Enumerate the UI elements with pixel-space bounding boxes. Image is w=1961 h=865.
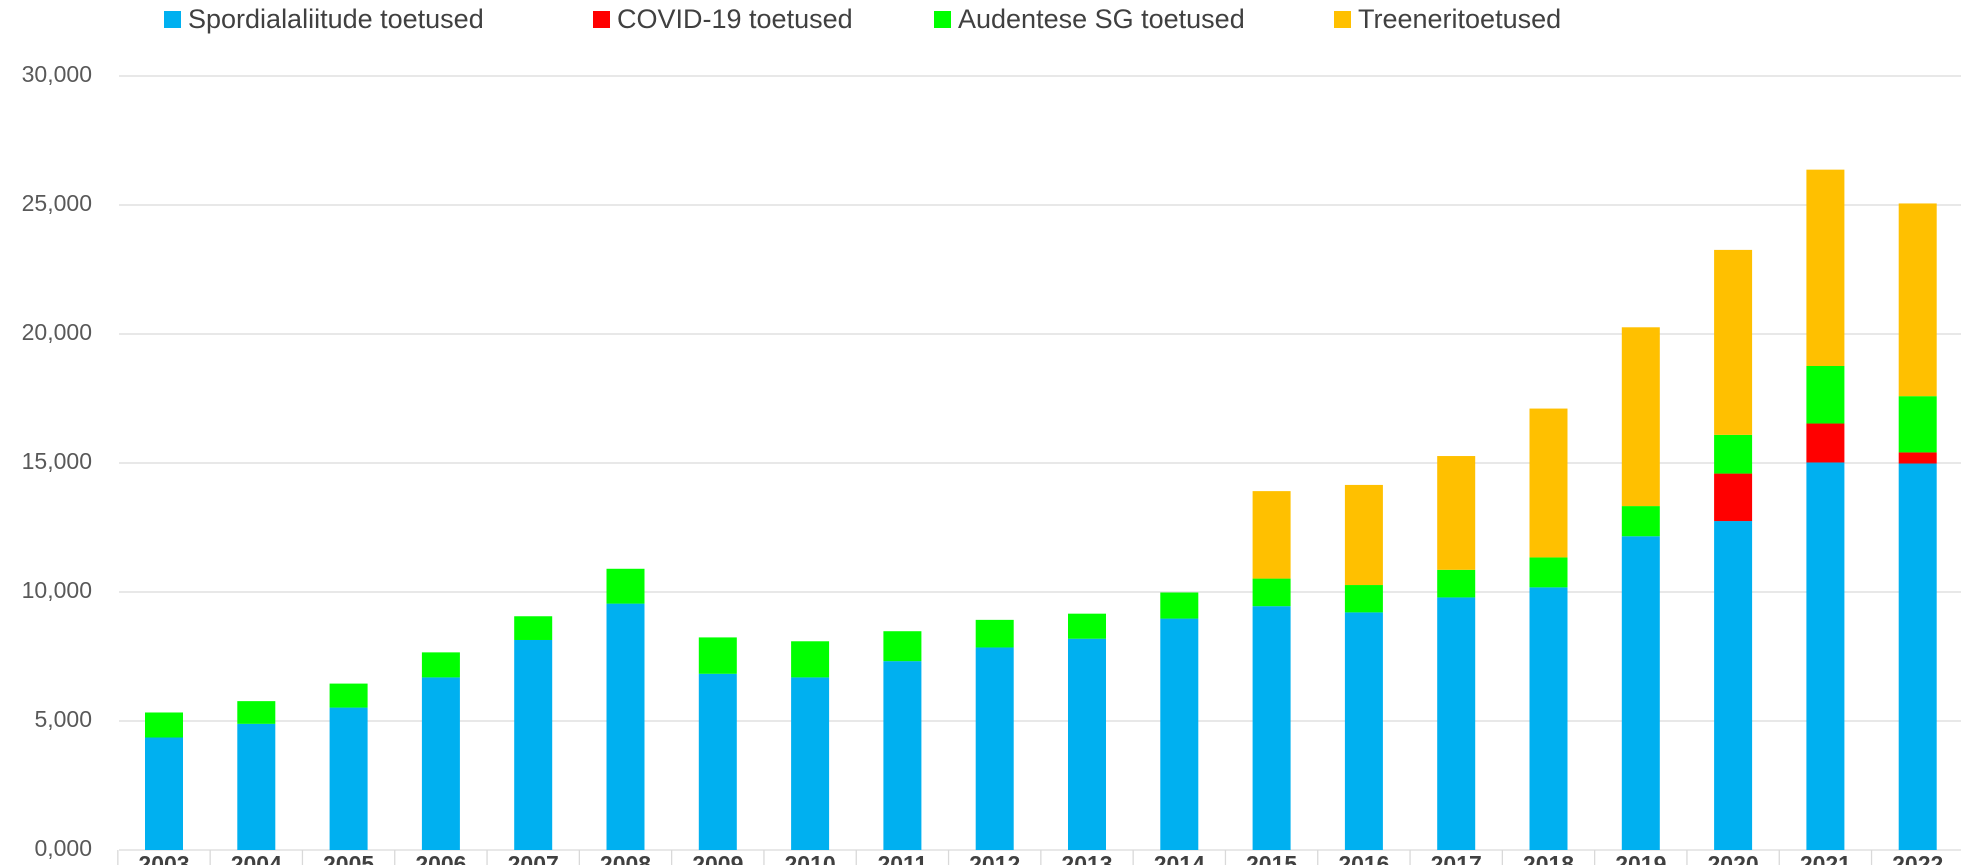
legend-label: Treeneritoetused bbox=[1358, 4, 1561, 34]
x-tick-label: 2016 bbox=[1338, 851, 1389, 865]
bar-segment bbox=[1344, 484, 1383, 586]
y-tick-label: 20,000 bbox=[22, 319, 92, 345]
legend-label: COVID-19 toetused bbox=[617, 4, 853, 34]
bar-segment bbox=[1252, 606, 1291, 850]
bar-segment bbox=[514, 639, 553, 850]
y-tick-label: 10,000 bbox=[22, 577, 92, 603]
x-tick-label: 2013 bbox=[1061, 851, 1112, 865]
bar-segment bbox=[1621, 506, 1660, 537]
x-tick-label: 2014 bbox=[1154, 851, 1205, 865]
bar-segment bbox=[1714, 249, 1753, 435]
x-tick-label: 2019 bbox=[1615, 851, 1666, 865]
x-tick-label: 2006 bbox=[415, 851, 466, 865]
legend-swatch bbox=[1334, 11, 1351, 28]
legend-label: Audentese SG toetused bbox=[958, 4, 1245, 34]
bar-segment bbox=[1344, 585, 1383, 613]
bar-segment bbox=[1621, 536, 1660, 850]
bar-segment bbox=[237, 701, 276, 724]
bar-segment bbox=[1898, 203, 1937, 397]
x-tick-label: 2009 bbox=[692, 851, 743, 865]
bar-segment bbox=[1529, 587, 1568, 850]
bar-segment bbox=[1529, 408, 1568, 558]
bar-segment bbox=[1806, 462, 1845, 850]
x-tick-label: 2007 bbox=[508, 851, 559, 865]
bar-segment bbox=[1344, 612, 1383, 850]
bar-segment bbox=[514, 616, 553, 640]
x-tick-label: 2005 bbox=[323, 851, 374, 865]
bar-segment bbox=[1529, 557, 1568, 588]
x-tick-label: 2004 bbox=[231, 851, 282, 865]
bar-segment bbox=[1714, 521, 1753, 850]
y-tick-label: 30,000 bbox=[22, 61, 92, 87]
bar-segment bbox=[791, 677, 830, 850]
x-tick-label: 2022 bbox=[1892, 851, 1943, 865]
bar-segment bbox=[791, 641, 830, 678]
bar-segment bbox=[883, 661, 922, 850]
y-tick-label: 15,000 bbox=[22, 448, 92, 474]
bar-segment bbox=[1898, 396, 1937, 453]
x-tick-label: 2003 bbox=[138, 851, 189, 865]
bar-segment bbox=[1437, 456, 1476, 570]
y-tick-label: 5,000 bbox=[34, 706, 92, 732]
x-tick-label: 2015 bbox=[1246, 851, 1297, 865]
bar-segment bbox=[1160, 618, 1199, 850]
bar-segment bbox=[1068, 638, 1106, 850]
bar-segment bbox=[698, 673, 737, 850]
bar-segment bbox=[606, 568, 645, 604]
bar-segment bbox=[1806, 423, 1845, 463]
bar-segment bbox=[1898, 452, 1937, 464]
bar-segment bbox=[145, 712, 183, 738]
legend-swatch bbox=[164, 11, 181, 28]
y-tick-label: 0,000 bbox=[34, 835, 92, 861]
bar-segment bbox=[975, 647, 1014, 850]
bar-segment bbox=[975, 619, 1014, 648]
bar-segment bbox=[883, 631, 922, 662]
x-tick-label: 2012 bbox=[969, 851, 1020, 865]
bar-segment bbox=[1714, 473, 1753, 522]
bar-segment bbox=[329, 683, 368, 708]
bar-segment bbox=[1437, 597, 1476, 850]
x-tick-label: 2017 bbox=[1431, 851, 1482, 865]
bar-segment bbox=[1068, 613, 1106, 639]
legend-swatch bbox=[593, 11, 610, 28]
legend-label: Spordialaliitude toetused bbox=[188, 4, 484, 34]
bar-segment bbox=[145, 737, 183, 850]
bar-segment bbox=[1898, 463, 1937, 850]
bar-segment bbox=[329, 707, 368, 850]
bar-segment bbox=[237, 723, 276, 850]
bar-segment bbox=[421, 677, 460, 850]
bar-segment bbox=[1806, 169, 1845, 366]
bar-segment bbox=[1806, 365, 1845, 424]
x-tick-label: 2020 bbox=[1708, 851, 1759, 865]
legend-swatch bbox=[934, 11, 951, 28]
bar-segment bbox=[1160, 592, 1199, 619]
y-tick-label: 25,000 bbox=[22, 190, 92, 216]
bar-segment bbox=[1437, 569, 1476, 598]
bar-segment bbox=[421, 652, 460, 678]
bar-segment bbox=[606, 603, 645, 850]
bar-segment bbox=[1252, 491, 1291, 579]
bar-segment bbox=[1252, 578, 1291, 607]
x-tick-label: 2011 bbox=[877, 851, 927, 865]
x-tick-label: 2018 bbox=[1523, 851, 1574, 865]
bar-segment bbox=[1621, 327, 1660, 507]
x-tick-label: 2010 bbox=[785, 851, 836, 865]
x-tick-label: 2021 bbox=[1800, 851, 1851, 865]
bar-segment bbox=[698, 637, 737, 674]
bar-segment bbox=[1714, 434, 1753, 474]
x-tick-label: 2008 bbox=[600, 851, 651, 865]
